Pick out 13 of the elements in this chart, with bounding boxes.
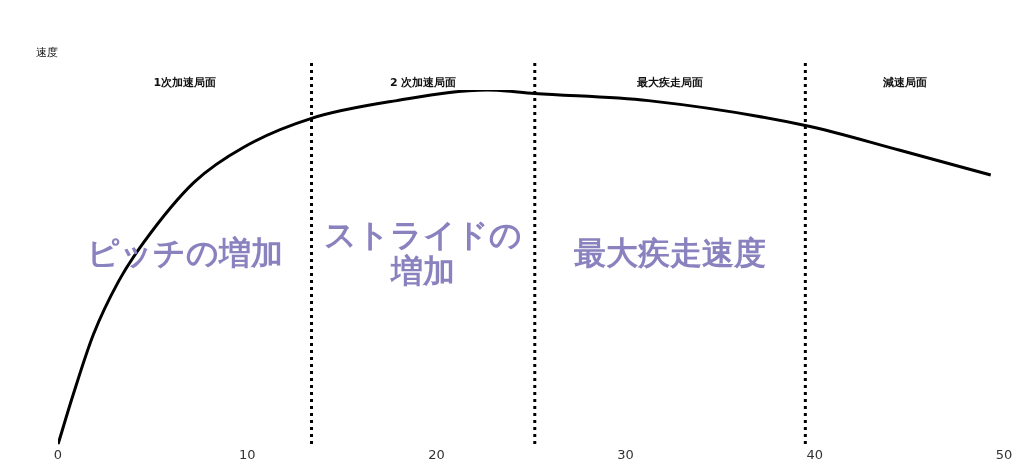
x-tick-label: 30	[617, 446, 634, 462]
x-tick-label: 0	[53, 446, 63, 462]
x-tick-label: 20	[428, 446, 445, 462]
text: 減速局面	[881, 75, 927, 89]
x-tick-label: 10	[238, 446, 256, 462]
annotation: ストライドの増加	[324, 216, 523, 291]
x-tick-label: 40	[806, 446, 824, 462]
text: 2 次加速局面	[389, 75, 457, 89]
y-axis-title: 速度	[36, 45, 58, 59]
x-tick-label: 50	[995, 446, 1013, 462]
annotation: 最大疾走速度	[574, 234, 767, 273]
text: 最大疾走局面	[636, 75, 704, 89]
text: 1次加速局面	[153, 75, 217, 89]
